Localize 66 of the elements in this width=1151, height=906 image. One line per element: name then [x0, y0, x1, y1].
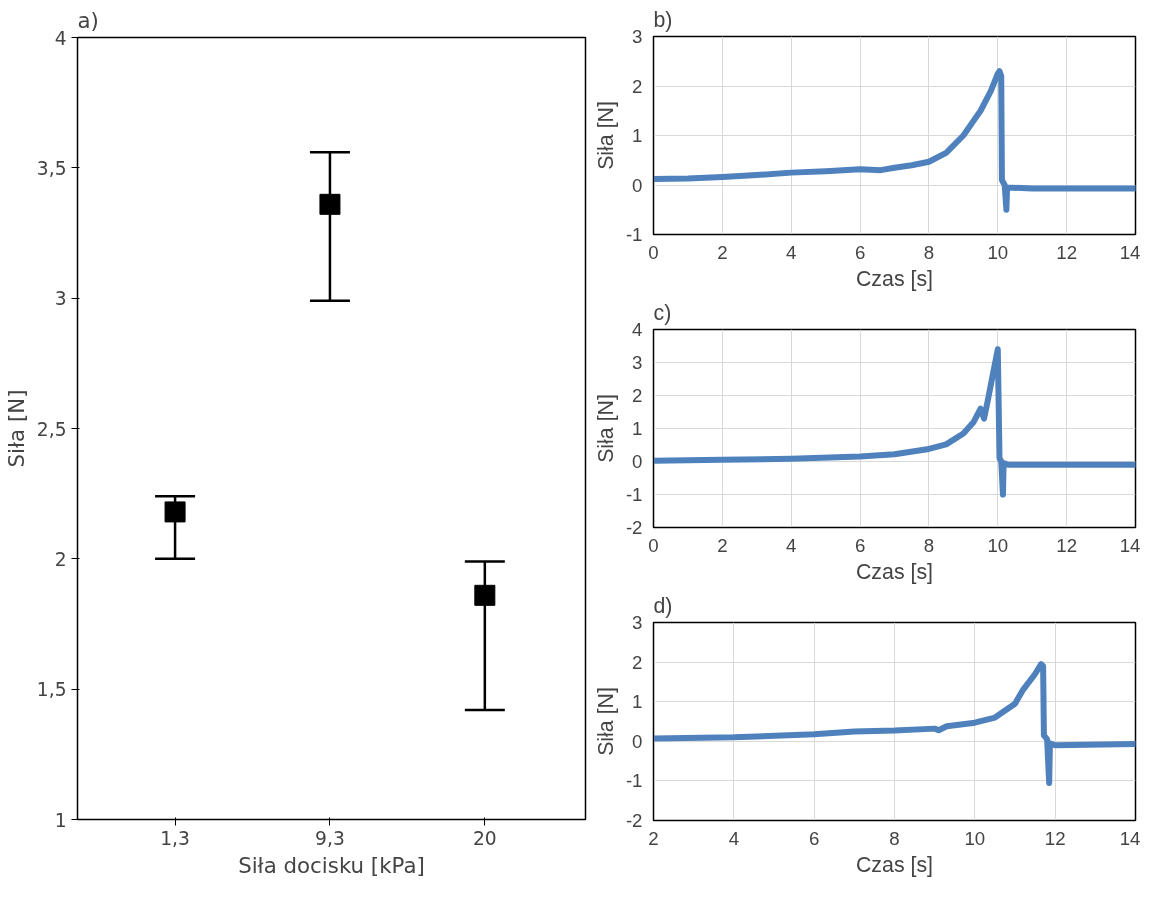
y-tick-label: 3 — [632, 26, 643, 47]
chart-title: b) — [653, 7, 673, 32]
x-tick-label: 6 — [854, 534, 866, 556]
x-tick-label: 1,3 — [160, 827, 190, 849]
x-tick-label: 14 — [1119, 534, 1141, 556]
x-tick-label: 6 — [854, 241, 866, 263]
y-tick-label: 2 — [632, 385, 643, 406]
y-axis-title: Siła [N] — [593, 394, 618, 463]
x-tick-label: 2 — [717, 534, 728, 556]
x-tick-label: 9,3 — [315, 827, 345, 849]
y-tick-label: 2 — [632, 75, 643, 97]
y-tick-label: 1 — [54, 809, 67, 831]
x-tick-label: 12 — [1056, 534, 1078, 556]
x-tick-label: 10 — [964, 827, 986, 849]
x-tick-label: 20 — [472, 827, 497, 849]
y-tick-label: 1 — [632, 125, 643, 146]
y-tick-label: 3 — [632, 612, 643, 633]
x-tick-label: 4 — [786, 534, 797, 556]
x-tick-label: 8 — [889, 827, 900, 849]
y-tick-label: -2 — [625, 517, 643, 538]
x-tick-label: 0 — [648, 241, 659, 263]
y-tick-label: -1 — [625, 770, 643, 792]
x-tick-label: 12 — [1044, 827, 1066, 849]
x-tick-label: 8 — [923, 241, 935, 263]
point — [164, 501, 186, 523]
x-tick-label: 12 — [1056, 241, 1078, 263]
point — [474, 584, 496, 606]
x-axis-title: Czas [s] — [855, 266, 934, 291]
x-axis-title: Czas [s] — [855, 559, 934, 584]
y-tick-label: -1 — [625, 484, 643, 505]
chart-title: a) — [77, 7, 99, 33]
point — [319, 193, 341, 215]
y-tick-label: 0 — [632, 730, 643, 752]
x-tick-label: 8 — [923, 534, 935, 556]
y-axis-title: Siła [N] — [593, 101, 618, 170]
x-axis-title: Czas [s] — [855, 852, 934, 877]
y-tick-label: 1,5 — [36, 679, 67, 701]
y-tick-label: 3,5 — [36, 157, 67, 179]
y-tick-label: 0 — [632, 451, 643, 472]
y-tick-label: 2 — [632, 651, 643, 673]
x-tick-label: 14 — [1119, 241, 1141, 263]
x-axis-title: Siła docisku [kPa] — [238, 852, 425, 878]
y-tick-label: 2,5 — [36, 418, 67, 440]
x-tick-label: 6 — [808, 827, 820, 849]
x-tick-label: 10 — [987, 241, 1009, 263]
y-tick-label: 4 — [54, 27, 67, 49]
x-tick-label: 14 — [1119, 827, 1141, 849]
y-tick-label: -1 — [625, 224, 643, 245]
y-tick-label: 3 — [54, 288, 67, 310]
y-tick-label: 3 — [632, 352, 643, 373]
y-axis-title: Siła [N] — [3, 389, 29, 468]
x-tick-label: 2 — [717, 241, 728, 263]
y-tick-label: 4 — [632, 319, 643, 340]
y-axis-title: Siła [N] — [593, 687, 618, 756]
x-tick-label: 2 — [648, 827, 659, 849]
x-tick-label: 10 — [987, 534, 1009, 556]
x-tick-label: 0 — [648, 534, 659, 556]
y-tick-label: 1 — [632, 691, 643, 713]
chart-title: d) — [653, 593, 673, 618]
y-tick-label: 0 — [632, 174, 643, 196]
x-tick-label: 4 — [728, 827, 740, 849]
x-tick-label: 4 — [786, 241, 797, 263]
y-tick-label: -2 — [625, 810, 643, 831]
chart-title: c) — [653, 300, 672, 325]
y-tick-label: 2 — [54, 548, 67, 570]
y-tick-label: 1 — [632, 418, 643, 439]
